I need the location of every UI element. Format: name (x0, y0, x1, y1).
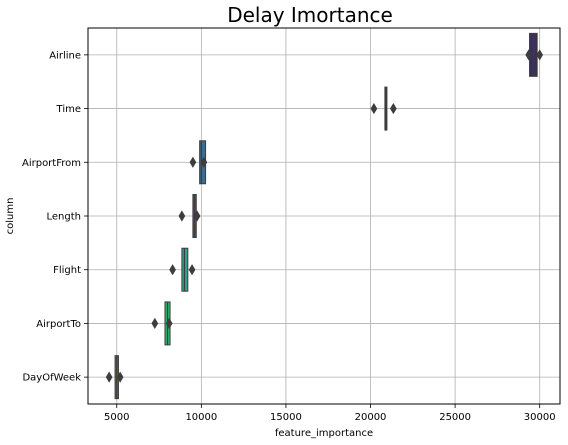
outlier-marker (116, 371, 124, 383)
outlier-marker (193, 210, 201, 222)
box-airline (525, 32, 544, 77)
chart-title: Delay Imortance (227, 3, 393, 27)
x-tick-label: 20000 (355, 412, 387, 423)
box-flight (169, 247, 196, 292)
x-tick-label: 25000 (439, 412, 471, 423)
y-tick-label: Flight (53, 265, 81, 276)
y-tick-label: Length (47, 212, 82, 223)
box-airportfrom (189, 140, 208, 185)
box-dayofweek (105, 355, 124, 400)
outlier-marker (370, 102, 378, 115)
outlier-marker (200, 156, 208, 168)
outlier-marker (536, 49, 544, 61)
y-tick-label: Airline (49, 50, 81, 61)
box-airportto (151, 301, 173, 346)
y-tick-label: Time (56, 104, 81, 115)
box-time (370, 86, 397, 131)
x-axis-label: feature_importance (275, 428, 373, 439)
y-axis-label: column (5, 198, 16, 235)
outlier-marker (169, 264, 176, 276)
outlier-marker (165, 317, 173, 330)
box-length (178, 194, 201, 238)
x-tick-label: 30000 (524, 412, 556, 423)
x-tick-label: 5000 (104, 412, 129, 423)
outlier-marker (525, 49, 533, 61)
y-tick-label: AirportFrom (22, 158, 81, 169)
outlier-marker (188, 264, 196, 276)
x-tick-label: 10000 (185, 412, 217, 423)
outlier-marker (390, 102, 397, 115)
y-tick-label: DayOfWeek (22, 373, 81, 384)
outlier-marker (151, 317, 159, 330)
outlier-marker (178, 210, 186, 222)
outlier-marker (189, 156, 197, 168)
outlier-marker (105, 371, 113, 383)
x-tick-label: 15000 (270, 412, 302, 423)
y-tick-label: AirportTo (36, 319, 81, 330)
